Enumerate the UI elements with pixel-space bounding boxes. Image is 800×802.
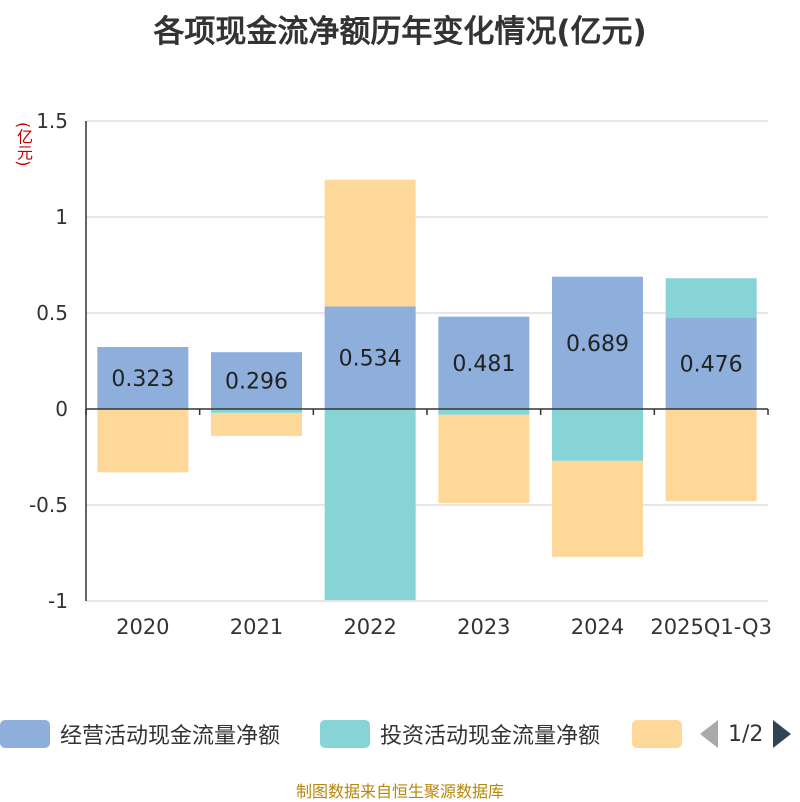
y-tick-label: 0.5 <box>36 301 68 325</box>
bar-2024-series-1 <box>552 409 643 461</box>
legend-label-investing: 投资活动现金流量净额 <box>380 724 601 749</box>
data-label: 0.534 <box>339 347 402 372</box>
bar-2025Q1-Q3-series-0 <box>665 317 757 409</box>
y-tick-label: 1.5 <box>36 109 68 133</box>
bar-2023-series-1 <box>438 409 530 415</box>
legend-item-financing[interactable] <box>632 716 682 752</box>
y-tick-label: -1 <box>48 589 68 613</box>
y-axis-unit-label: (亿元) <box>14 122 33 167</box>
bar-2020-series-2 <box>97 409 189 473</box>
legend-item-investing[interactable]: 投资活动现金流量净额 <box>320 716 600 752</box>
bar-2022-series-0 <box>324 306 416 409</box>
data-label: 0.481 <box>452 352 515 377</box>
legend-swatch-operating <box>0 720 50 748</box>
legend-label-operating: 经营活动现金流量净额 <box>60 724 281 749</box>
chart-title: 各项现金流净额历年变化情况(亿元) <box>153 14 647 50</box>
legend-pager: 1/2 <box>700 716 792 752</box>
bar-2023-series-0 <box>438 316 530 409</box>
pager-prev-icon[interactable] <box>700 720 718 748</box>
y-tick-label: 1 <box>55 205 68 229</box>
x-tick-label: 2024 <box>571 615 624 639</box>
x-tick-label: 2022 <box>343 615 396 639</box>
legend-swatch-financing <box>632 720 682 748</box>
x-tick-label: 2025Q1-Q3 <box>650 615 772 639</box>
data-label: 0.323 <box>111 367 174 392</box>
bar-2020-series-0 <box>97 346 189 409</box>
y-tick-label: -0.5 <box>29 493 68 517</box>
data-label: 0.296 <box>225 370 288 395</box>
bar-2022-series-2 <box>324 179 416 307</box>
data-label: 0.689 <box>566 332 629 357</box>
legend: 经营活动现金流量净额 投资活动现金流量净额 1/2 <box>0 716 800 752</box>
bar-2021-series-2 <box>211 412 302 436</box>
bar-2022-series-1 <box>324 409 416 601</box>
data-label: 0.476 <box>680 352 743 377</box>
x-tick-label: 2020 <box>116 615 169 639</box>
bar-2021-series-0 <box>211 352 302 409</box>
bar-2024-series-0 <box>552 276 643 409</box>
y-tick-label: 0 <box>55 397 68 421</box>
legend-item-operating[interactable]: 经营活动现金流量净额 <box>0 716 280 752</box>
x-tick-label: 2021 <box>230 615 283 639</box>
chart-plot-area: 1.5 1 0.5 0 -0.5 -1 2020 2021 2022 2023 2024 2025Q1… <box>29 109 772 639</box>
bar-2024-series-2 <box>552 460 643 557</box>
pager-next-icon[interactable] <box>773 720 792 748</box>
bar-2025Q1-Q3-series-1 <box>665 278 757 318</box>
source-note: 制图数据来自恒生聚源数据库 <box>295 782 504 801</box>
pager-text: 1/2 <box>728 721 764 747</box>
bar-2023-series-2 <box>438 414 530 504</box>
legend-swatch-investing <box>320 720 370 748</box>
x-tick-label: 2023 <box>457 615 510 639</box>
bar-2025Q1-Q3-series-2 <box>665 409 757 502</box>
bar-2021-series-1 <box>211 409 302 413</box>
